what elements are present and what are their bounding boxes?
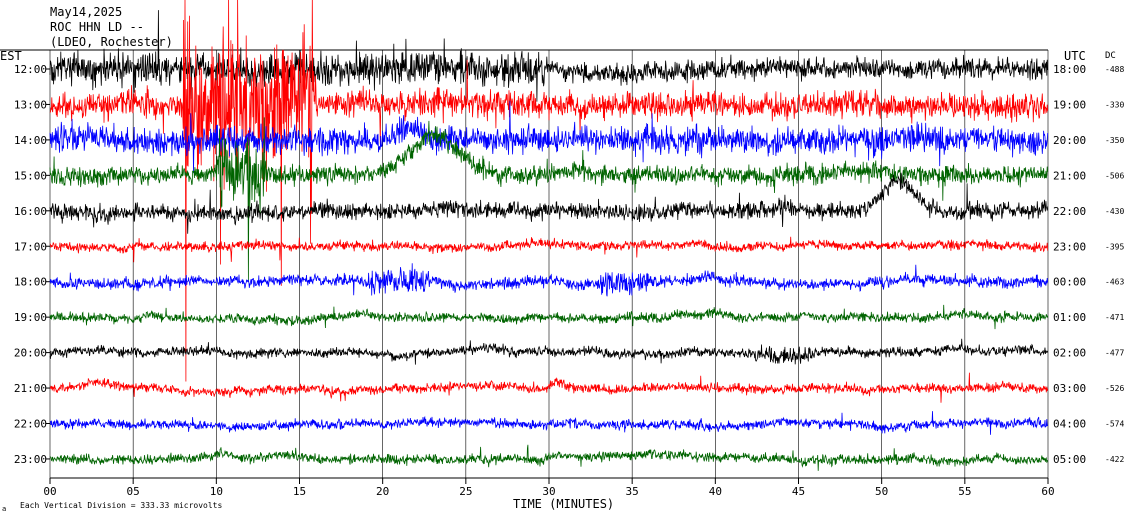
trace-row-1600 (49, 172, 1049, 234)
dc-offset-label: -430 (1105, 207, 1124, 216)
dc-offset-label: -477 (1105, 349, 1124, 358)
est-hour-label: 14:00 (14, 134, 47, 147)
right-zone-label: UTC (1064, 49, 1086, 63)
utc-hour-label: 00:00 (1053, 276, 1086, 289)
trace-row-1500 (49, 117, 1049, 282)
dc-offset-label: -463 (1105, 278, 1124, 287)
x-tick-label: 05 (127, 485, 140, 498)
est-hour-label: 22:00 (14, 418, 47, 431)
utc-hour-label: 19:00 (1053, 98, 1086, 111)
station-code: ROC HHN LD -- (50, 20, 144, 34)
est-hour-label: 20:00 (14, 347, 47, 360)
trace-row-2100 (49, 372, 1049, 403)
left-zone-label: EST (0, 49, 22, 63)
trace-row-1700 (49, 236, 1049, 263)
plot-date: May14,2025 (50, 5, 123, 19)
est-hour-label: 21:00 (14, 382, 47, 395)
trace-row-1900 (49, 304, 1049, 330)
station-location: (LDEO, Rochester) (50, 35, 173, 49)
dc-offset-label: -395 (1105, 242, 1124, 251)
utc-hour-label: 03:00 (1053, 382, 1086, 395)
utc-hour-label: 18:00 (1053, 63, 1086, 76)
utc-hour-label: 23:00 (1053, 240, 1086, 253)
x-tick-label: 15 (293, 485, 306, 498)
x-tick-label: 60 (1041, 485, 1054, 498)
trace-row-1400 (49, 100, 1049, 174)
dc-offset-label: -526 (1105, 384, 1124, 393)
trace-row-1800 (49, 263, 1049, 297)
utc-hour-label: 05:00 (1053, 453, 1086, 466)
chart-traces (49, 0, 1049, 471)
x-tick-label: 00 (43, 485, 56, 498)
chart-labels: 00 05 10 15 20 25 30 35 40 45 50 55 60 12:00 18:00 -488… (14, 63, 1125, 498)
trace-row-1300 (49, 0, 1049, 382)
trace-row-2000 (49, 338, 1049, 365)
dc-offset-label: -422 (1105, 455, 1124, 464)
trace-row-1200 (49, 10, 1049, 102)
est-hour-label: 18:00 (14, 276, 47, 289)
est-hour-label: 12:00 (14, 63, 47, 76)
vertical-division-note: Each Vertical Division = 333.33 microvol… (20, 501, 222, 510)
est-hour-label: 23:00 (14, 453, 47, 466)
utc-hour-label: 04:00 (1053, 418, 1086, 431)
dc-offset-label: -574 (1105, 420, 1124, 429)
trace-row-2300 (49, 444, 1049, 471)
dc-offset-label: -506 (1105, 171, 1124, 180)
utc-hour-label: 01:00 (1053, 311, 1086, 324)
trace-row-2200 (49, 411, 1049, 435)
est-hour-label: 13:00 (14, 98, 47, 111)
x-tick-label: 45 (792, 485, 805, 498)
x-tick-label: 30 (542, 485, 555, 498)
x-axis-title: TIME (MINUTES) (513, 497, 614, 511)
est-hour-label: 15:00 (14, 169, 47, 182)
x-tick-label: 25 (459, 485, 472, 498)
x-tick-label: 10 (210, 485, 223, 498)
est-hour-label: 16:00 (14, 205, 47, 218)
x-tick-label: 40 (709, 485, 722, 498)
dc-label: DC (1105, 51, 1116, 61)
dc-offset-label: -330 (1105, 100, 1124, 109)
x-tick-label: 35 (626, 485, 639, 498)
utc-hour-label: 21:00 (1053, 169, 1086, 182)
dc-offset-label: -350 (1105, 136, 1124, 145)
est-hour-label: 17:00 (14, 240, 47, 253)
dc-offset-label: -471 (1105, 313, 1124, 322)
x-tick-label: 55 (958, 485, 971, 498)
chart-grid (0, 49, 1049, 484)
dc-offset-label: -488 (1105, 65, 1124, 74)
utc-hour-label: 22:00 (1053, 205, 1086, 218)
x-tick-label: 50 (875, 485, 888, 498)
x-tick-label: 20 (376, 485, 389, 498)
utc-hour-label: 02:00 (1053, 347, 1086, 360)
footer-mark: a (2, 505, 6, 513)
est-hour-label: 19:00 (14, 311, 47, 324)
utc-hour-label: 20:00 (1053, 134, 1086, 147)
